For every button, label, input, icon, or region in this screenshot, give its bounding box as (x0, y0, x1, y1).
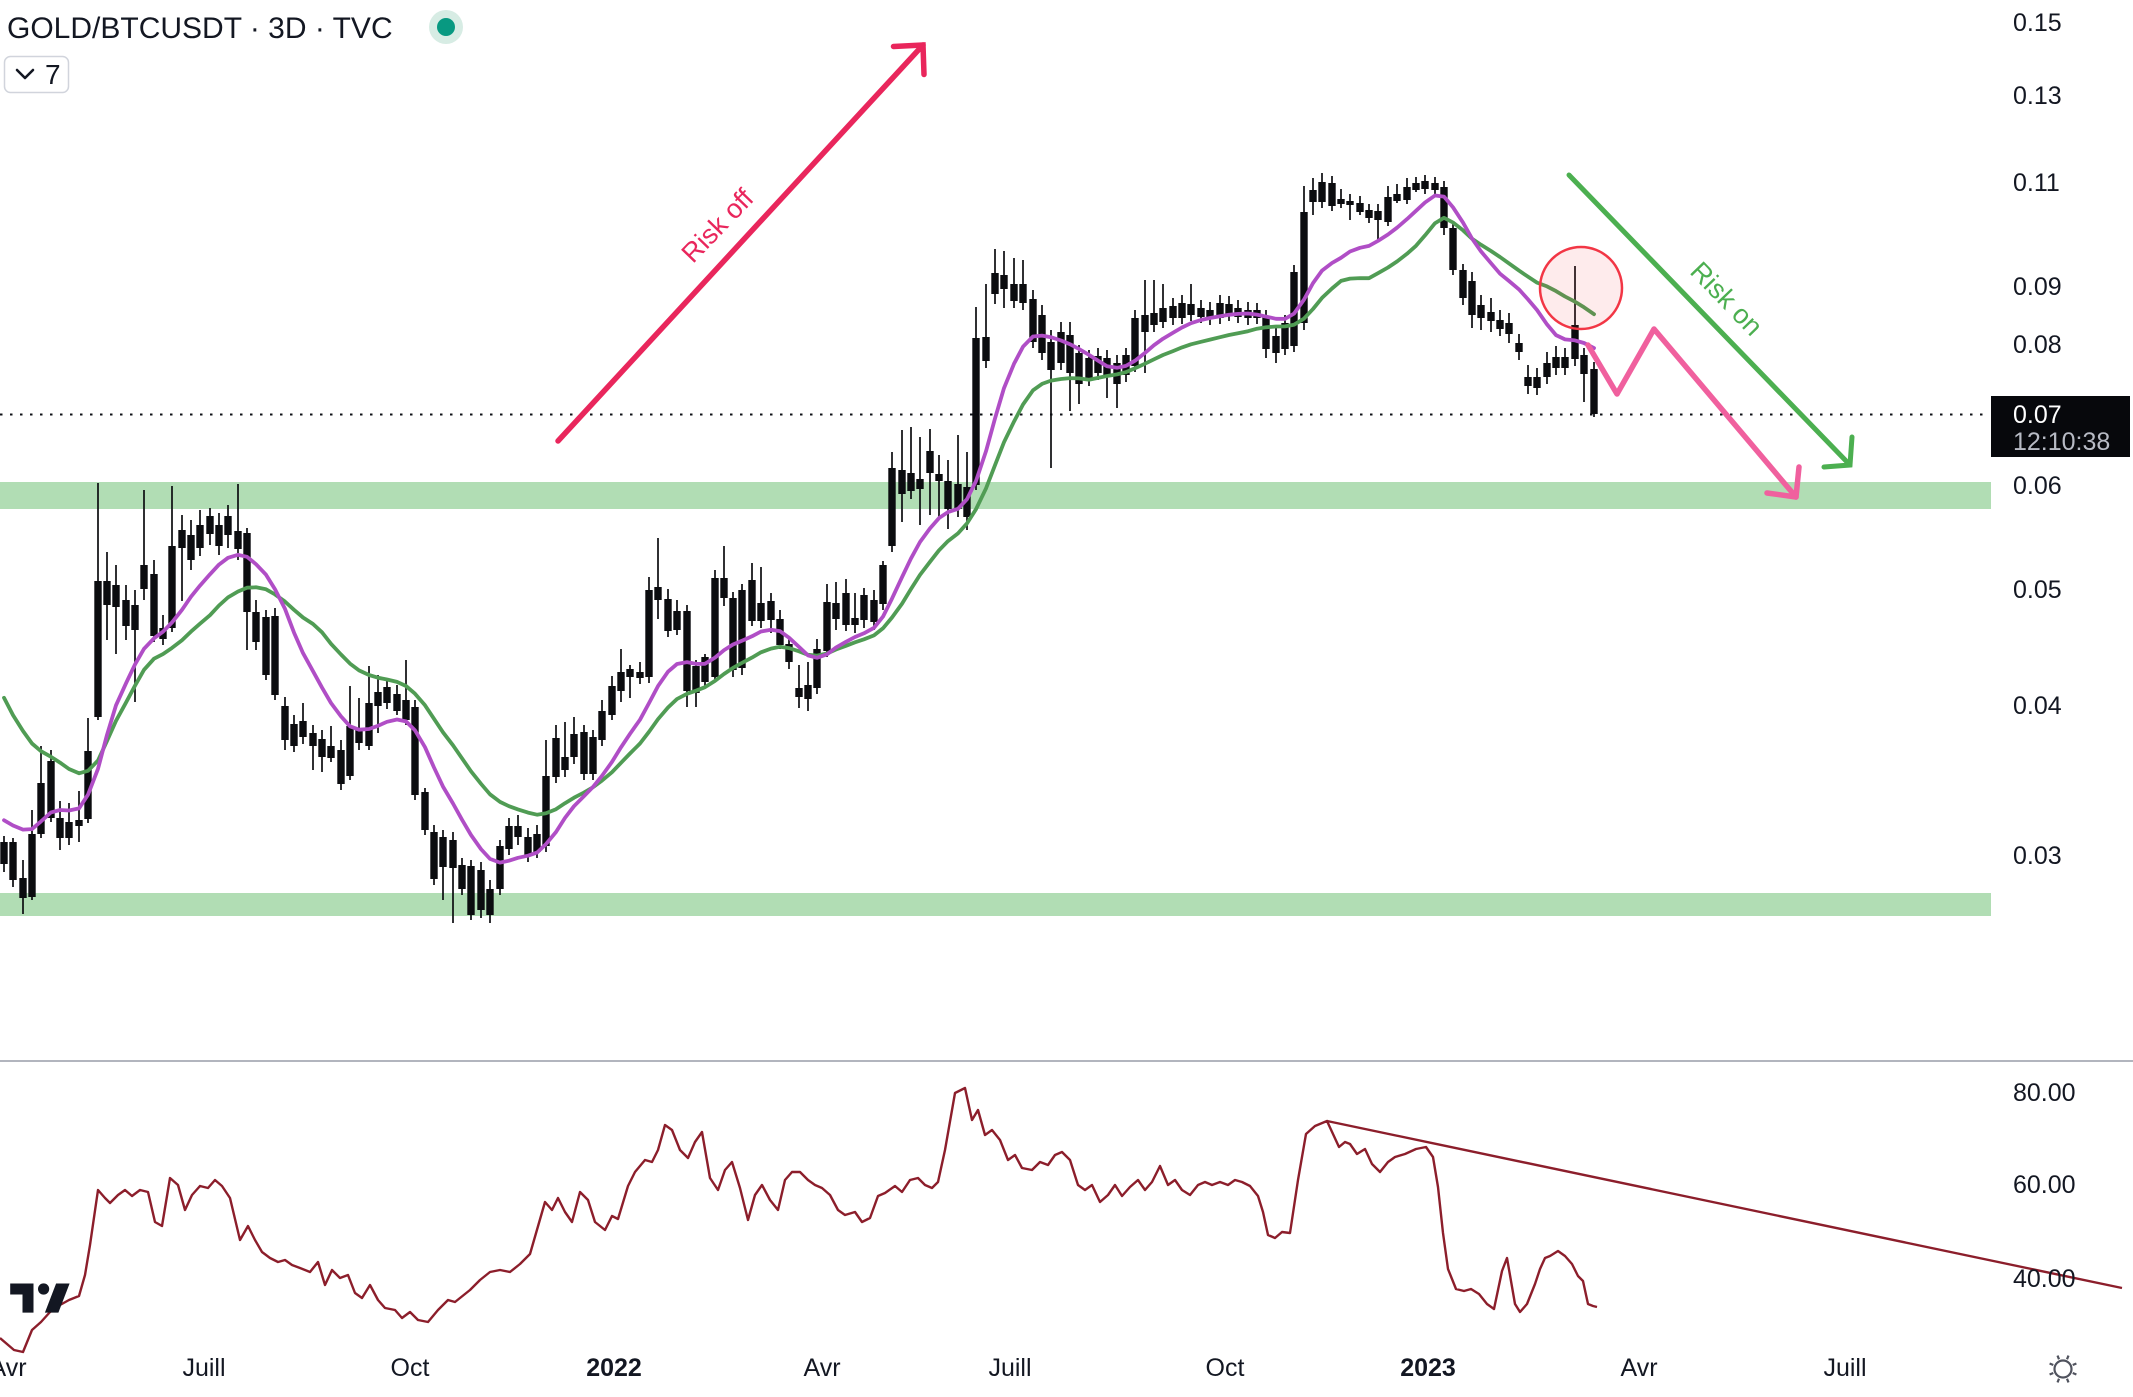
svg-text:0.11: 0.11 (2013, 169, 2060, 197)
svg-text:0.03: 0.03 (2013, 842, 2062, 870)
svg-text:80.00: 80.00 (2013, 1079, 2076, 1107)
svg-text:12:10:38: 12:10:38 (2013, 428, 2110, 456)
svg-text:0.09: 0.09 (2013, 273, 2062, 301)
svg-text:Avr: Avr (1620, 1354, 1657, 1382)
svg-text:Avr: Avr (803, 1354, 840, 1382)
svg-text:0.04: 0.04 (2013, 692, 2062, 720)
svg-text:Juill: Juill (182, 1354, 225, 1382)
svg-text:2023: 2023 (1400, 1354, 1456, 1382)
svg-text:7: 7 (45, 59, 61, 90)
svg-text:0.13: 0.13 (2013, 82, 2062, 110)
svg-text:0.06: 0.06 (2013, 472, 2062, 500)
svg-text:0.08: 0.08 (2013, 331, 2062, 359)
svg-text:0.07: 0.07 (2013, 401, 2062, 429)
svg-text:Oct: Oct (1206, 1354, 1245, 1382)
svg-text:Juill: Juill (1823, 1354, 1866, 1382)
svg-text:40.00: 40.00 (2013, 1265, 2076, 1293)
svg-text:Avr: Avr (0, 1354, 27, 1382)
svg-text:GOLD/BTCUSDT · 3D · TVC: GOLD/BTCUSDT · 3D · TVC (7, 12, 393, 45)
svg-text:Juill: Juill (988, 1354, 1031, 1382)
svg-text:2022: 2022 (586, 1354, 642, 1382)
svg-text:0.05: 0.05 (2013, 576, 2062, 604)
svg-text:60.00: 60.00 (2013, 1171, 2076, 1199)
svg-text:0.15: 0.15 (2013, 9, 2062, 37)
svg-text:Oct: Oct (391, 1354, 430, 1382)
